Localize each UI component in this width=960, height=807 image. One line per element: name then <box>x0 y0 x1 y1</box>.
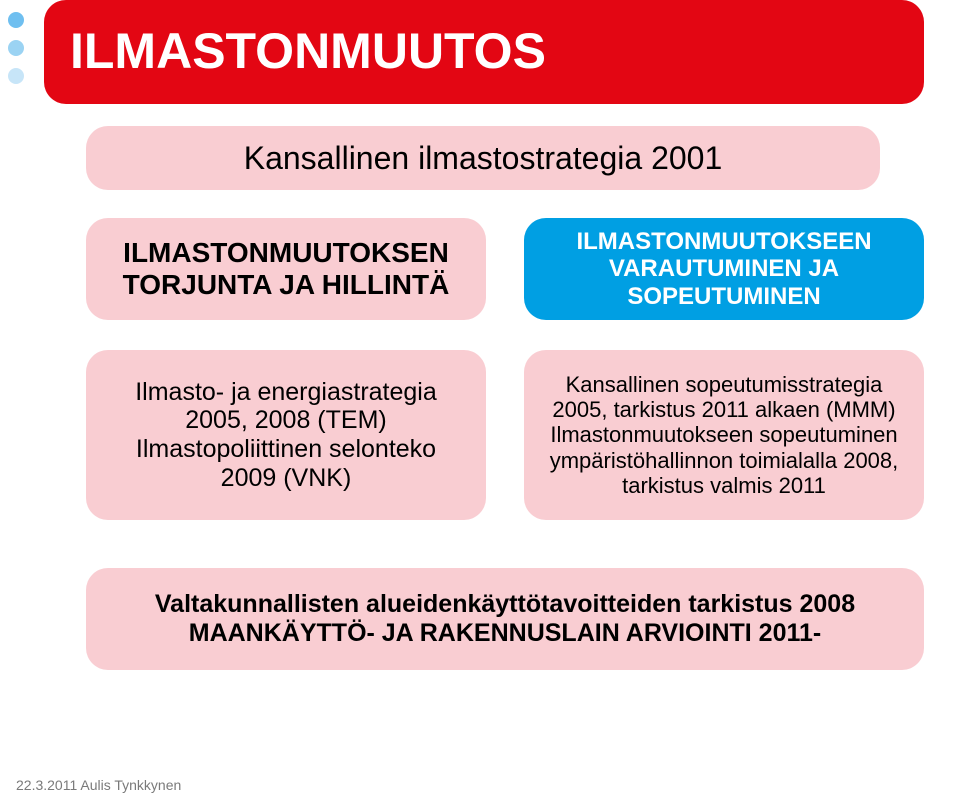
row2-box: Kansallinen ilmastostrategia 2001 <box>86 126 880 190</box>
row3-left-box: ILMASTONMUUTOKSEN TORJUNTA JA HILLINTÄ <box>86 218 486 320</box>
dot-icon <box>8 12 24 28</box>
row4-left-text: Ilmasto- ja energiastrategia 2005, 2008 … <box>135 378 437 493</box>
row3-right-box: ILMASTONMUUTOKSEEN VARAUTUMINEN JA SOPEU… <box>524 218 924 320</box>
bottom-box: Valtakunnallisten alueidenkäyttötavoitte… <box>86 568 924 670</box>
row3-right-text: ILMASTONMUUTOKSEEN VARAUTUMINEN JA SOPEU… <box>576 228 871 311</box>
slide: ILMASTONMUUTOS Kansallinen ilmastostrate… <box>0 0 960 807</box>
dot-icon <box>8 68 24 84</box>
footer-text: 22.3.2011 Aulis Tynkkynen <box>16 777 181 793</box>
row4-right-box: Kansallinen sopeutumisstrategia 2005, ta… <box>524 350 924 520</box>
dot-icon <box>8 40 24 56</box>
bullet-dots <box>8 12 24 84</box>
title-banner: ILMASTONMUUTOS <box>44 0 924 104</box>
row2-text: Kansallinen ilmastostrategia 2001 <box>244 140 723 177</box>
row4-left-box: Ilmasto- ja energiastrategia 2005, 2008 … <box>86 350 486 520</box>
footer-label: 22.3.2011 Aulis Tynkkynen <box>16 777 181 793</box>
row3-left-text: ILMASTONMUUTOKSEN TORJUNTA JA HILLINTÄ <box>123 237 450 301</box>
bottom-text: Valtakunnallisten alueidenkäyttötavoitte… <box>155 590 855 648</box>
title-text: ILMASTONMUUTOS <box>70 23 546 81</box>
row4-right-text: Kansallinen sopeutumisstrategia 2005, ta… <box>550 372 899 498</box>
